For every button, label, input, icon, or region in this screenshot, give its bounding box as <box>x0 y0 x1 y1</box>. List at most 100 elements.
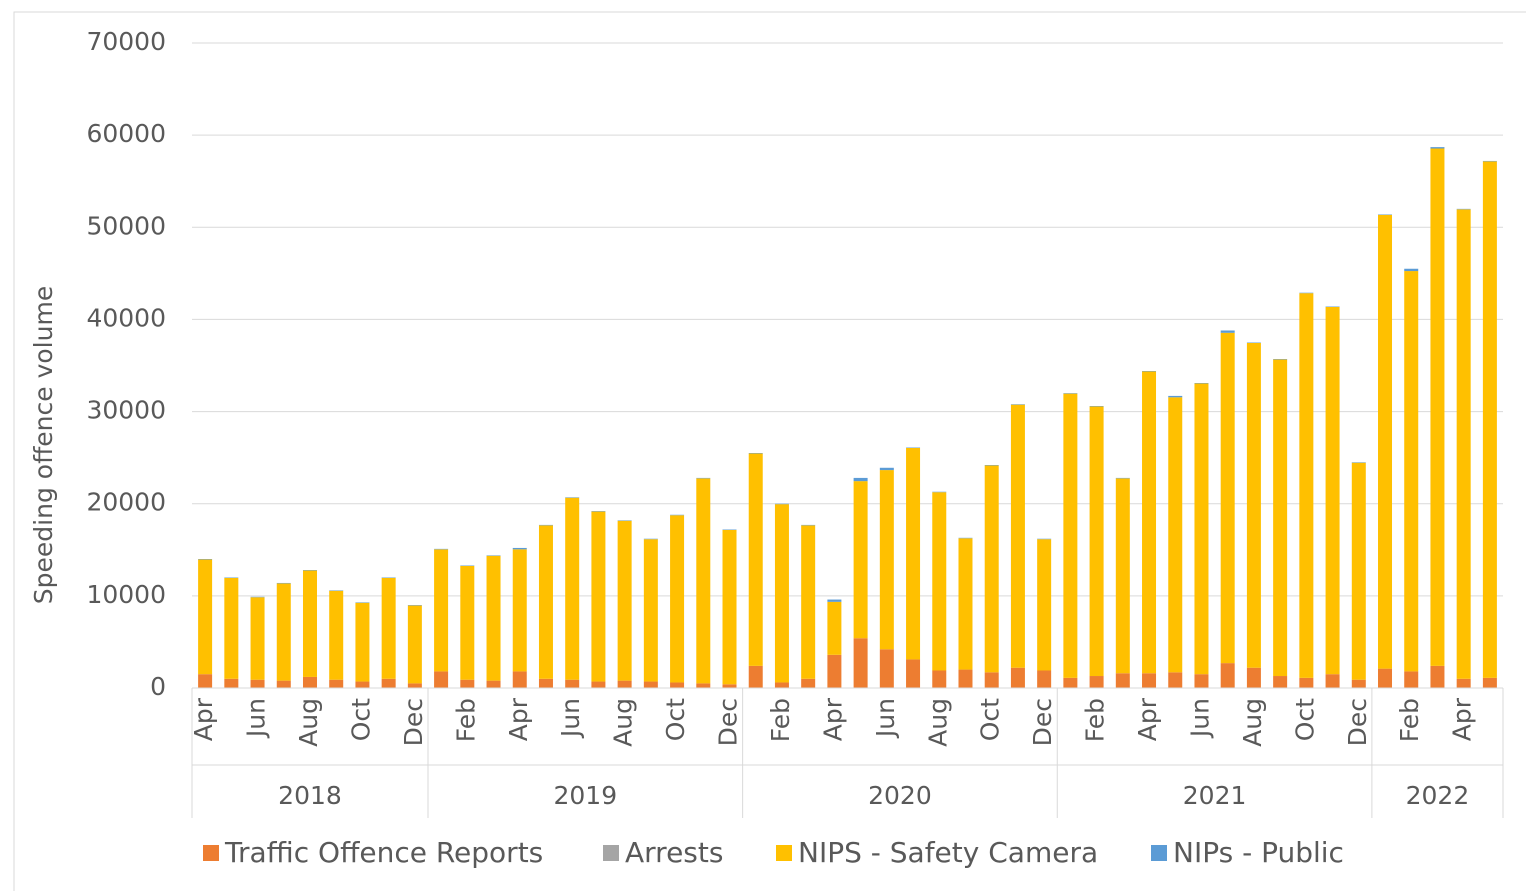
bar-segment <box>932 492 946 670</box>
bar-segment <box>670 515 684 682</box>
x-tick-label: Aug <box>294 698 323 747</box>
bar-segment <box>696 478 710 683</box>
bar-segment <box>958 670 972 688</box>
bar-segment <box>1063 678 1077 688</box>
bar-segment <box>1168 396 1182 397</box>
bar-segment <box>251 680 265 688</box>
x-tick-label: Jun <box>1185 698 1214 739</box>
bar-segment <box>1326 674 1340 688</box>
bar-segment <box>1142 371 1156 673</box>
x-tick-label: Apr <box>1133 697 1162 741</box>
x-tick-label: Apr <box>1448 697 1477 741</box>
bar-segment <box>985 672 999 688</box>
bar-segment <box>224 578 238 679</box>
year-label: 2018 <box>278 781 342 810</box>
bar-segment <box>277 681 291 688</box>
bar-segment <box>329 680 343 688</box>
bar-segment <box>644 539 658 681</box>
y-tick-label: 70000 <box>86 27 166 56</box>
x-tick-label: Dec <box>1343 698 1372 746</box>
bar-segment <box>355 603 369 682</box>
bar-segment <box>1037 539 1051 670</box>
bar-segment <box>1378 669 1392 688</box>
x-tick-label: Feb <box>766 698 795 742</box>
x-tick-label: Feb <box>451 698 480 742</box>
y-axis-label: Speeding offence volume <box>29 286 58 604</box>
bar-segment <box>487 681 501 688</box>
bar-segment <box>1299 678 1313 688</box>
x-tick-label: Jun <box>242 698 271 739</box>
bar-segment <box>355 682 369 688</box>
chart-frame <box>14 12 1526 891</box>
bar-segment <box>434 549 448 671</box>
bar-segment <box>880 468 894 470</box>
legend-swatch <box>603 845 619 861</box>
bar-segment <box>382 679 396 688</box>
bar-segment <box>1063 394 1077 678</box>
legend-label: Traffic Offence Reports <box>224 836 543 869</box>
legend-swatch <box>203 845 219 861</box>
bar-segment <box>1430 666 1444 688</box>
x-tick-label: Jun <box>556 698 585 739</box>
bar-segment <box>854 481 868 638</box>
x-tick-label: Dec <box>714 698 743 746</box>
legend-label: NIPs - Public <box>1173 836 1344 869</box>
bar-segment <box>513 549 527 671</box>
bar-segment <box>303 677 317 688</box>
bar-segment <box>434 671 448 688</box>
bar-segment <box>1378 215 1392 669</box>
bar-segment <box>1430 149 1444 666</box>
bar-segment <box>1194 383 1208 674</box>
bar-segment <box>1011 405 1025 668</box>
bar-segment <box>382 578 396 679</box>
bar-segment <box>1116 673 1130 688</box>
bar-segment <box>565 680 579 688</box>
x-tick-label: Feb <box>1081 698 1110 742</box>
bar-segment <box>932 670 946 688</box>
bar-segment <box>880 470 894 649</box>
bar-segment <box>618 681 632 688</box>
bar-segment <box>1168 672 1182 688</box>
bar-segment <box>408 606 422 684</box>
bar-segment <box>1221 333 1235 663</box>
x-tick-label: Aug <box>923 698 952 747</box>
year-label: 2020 <box>868 781 932 810</box>
bar-segment <box>460 566 474 680</box>
bar-segment <box>801 525 815 678</box>
x-tick-label: Oct <box>661 698 690 741</box>
bar-segment <box>1194 674 1208 688</box>
bar-segment <box>408 683 422 688</box>
bar-segment <box>539 679 553 688</box>
year-label: 2021 <box>1183 781 1247 810</box>
bar-segment <box>487 556 501 681</box>
bar-segment <box>277 583 291 680</box>
bar-segment <box>749 453 763 665</box>
bar-segment <box>1483 161 1497 677</box>
bar-segment <box>539 525 553 678</box>
bar-segment <box>958 538 972 669</box>
bar-segment <box>827 600 841 602</box>
bar-segment <box>1142 673 1156 688</box>
bar-segment <box>618 521 632 681</box>
bar-segment <box>1457 209 1471 678</box>
legend-swatch <box>1151 845 1167 861</box>
bar-segment <box>591 682 605 688</box>
bar-segment <box>723 684 737 688</box>
x-tick-label: Jun <box>871 698 900 739</box>
x-tick-label: Oct <box>1290 698 1319 741</box>
bar-segment <box>1090 407 1104 677</box>
bar-segment <box>1037 670 1051 688</box>
bar-segment <box>1299 293 1313 678</box>
bar-segment <box>696 683 710 688</box>
bar-segment <box>1404 271 1418 671</box>
bar-segment <box>749 666 763 688</box>
bar-segment <box>1430 147 1444 148</box>
bar-segment <box>303 571 317 677</box>
bar-segment <box>1457 679 1471 688</box>
x-tick-label: Dec <box>1028 698 1057 746</box>
bar-segment <box>1404 671 1418 688</box>
legend-swatch <box>776 845 792 861</box>
legend-label: Arrests <box>625 836 723 869</box>
legend-label: NIPS - Safety Camera <box>798 836 1098 869</box>
x-tick-label: Aug <box>1238 698 1267 747</box>
